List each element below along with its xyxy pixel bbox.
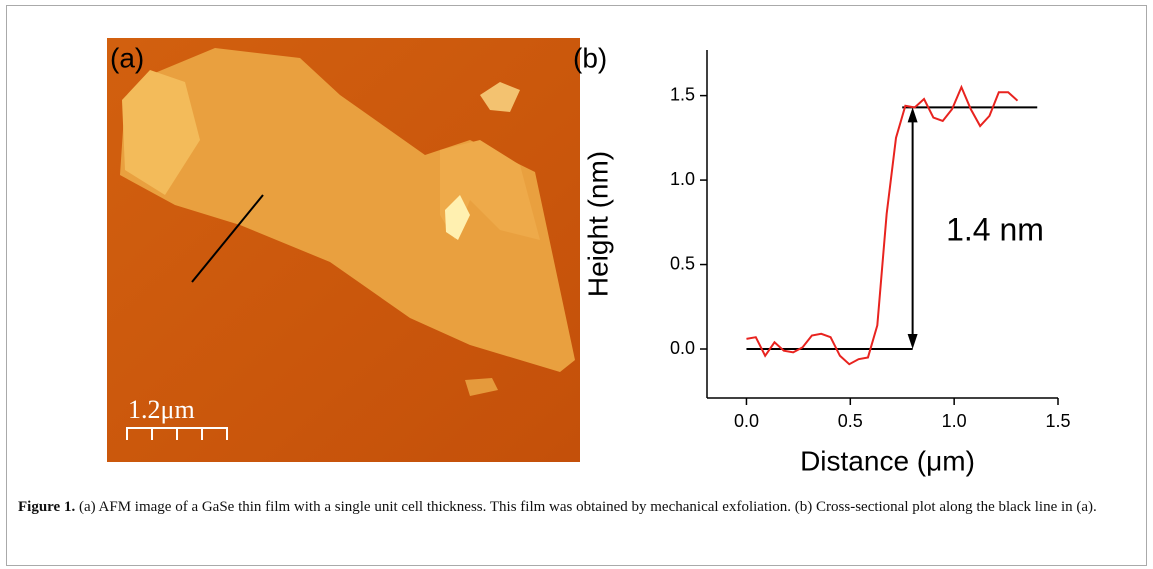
panel-label: (b) (573, 42, 607, 73)
caption-text: (a) AFM image of a GaSe thin film with a… (79, 499, 1097, 515)
y-tick-label: 1.5 (670, 84, 695, 104)
y-tick-label: 1.0 (670, 169, 695, 189)
x-tick-label: 0.0 (734, 411, 759, 431)
arrow-head (908, 107, 918, 122)
figure-canvas: (a) 1.2μm 0.0 0.5 1.0 1.5 0.0 0.5 1.0 1.5 (b) Dis… (0, 0, 1153, 569)
x-tick-label: 1.5 (1045, 411, 1070, 431)
afm-image: (a) 1.2μm (107, 38, 580, 462)
y-axis-label: Height (nm) (582, 151, 613, 297)
panel-label: (a) (110, 42, 144, 73)
x-tick-label: 0.5 (838, 411, 863, 431)
y-tick-label: 0.5 (670, 253, 695, 273)
x-tick-label: 1.0 (942, 411, 967, 431)
arrow-head (908, 334, 918, 349)
figure: (a) 1.2μm 0.0 0.5 1.0 1.5 0.0 0.5 1.0 1.5 (b) Dis… (0, 0, 1153, 569)
annotation: 1.4 nm (946, 211, 1044, 247)
scale-bar-label: 1.2μm (128, 395, 195, 424)
caption-label: Figure 1. (18, 499, 75, 515)
x-axis-label: Distance (μm) (800, 445, 975, 476)
caption: Figure 1. (a) AFM image of a GaSe thin f… (18, 498, 1128, 517)
y-tick-label: 0.0 (670, 338, 695, 358)
